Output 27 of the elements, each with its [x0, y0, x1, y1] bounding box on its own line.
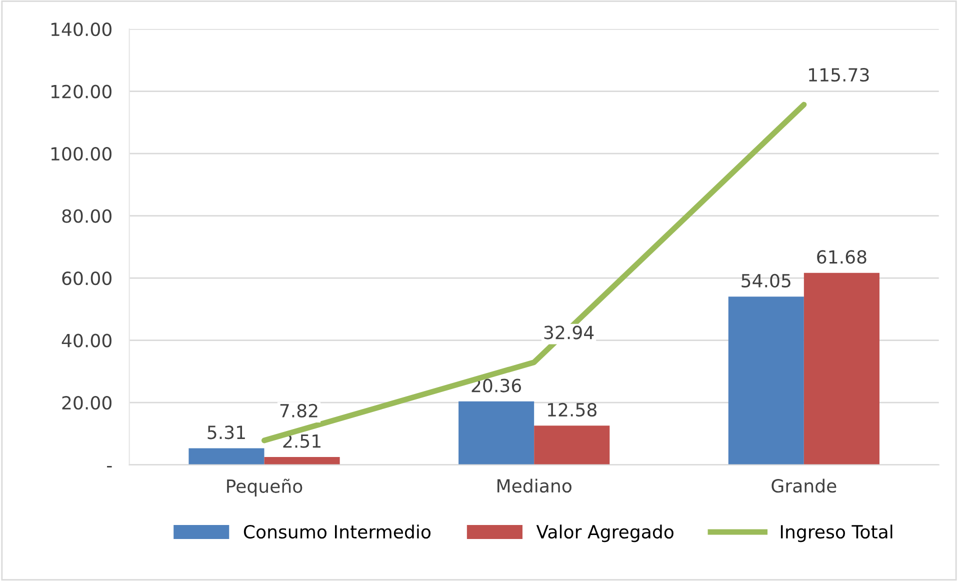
bar — [458, 401, 534, 465]
x-tick-label: Mediano — [497, 478, 572, 493]
bar — [804, 272, 880, 465]
data-label: 5.31 — [208, 426, 245, 440]
y-tick-label: - — [107, 466, 112, 468]
data-label: 54.05 — [742, 274, 790, 288]
data-label: 12.58 — [548, 402, 596, 417]
bar — [188, 448, 264, 465]
y-tick-label: 20.00 — [62, 396, 112, 410]
legend-label: Consumo Intermedio — [244, 524, 431, 539]
data-label: 32.94 — [544, 326, 594, 340]
legend-label: Ingreso Total — [780, 524, 892, 542]
y-tick-label: 100.00 — [51, 147, 112, 161]
bar — [264, 456, 340, 465]
bar — [728, 296, 804, 465]
y-tick-label: 60.00 — [62, 272, 112, 286]
data-label: 115.73 — [809, 68, 869, 82]
legend-label: Valor Agregado — [536, 524, 674, 542]
y-tick-label: 40.00 — [62, 334, 112, 348]
data-label: 61.68 — [817, 250, 866, 264]
y-tick-label: 140.00 — [51, 22, 112, 36]
y-tick-label: 80.00 — [62, 209, 112, 223]
bar — [534, 426, 610, 465]
y-tick-label: 120.00 — [51, 84, 112, 98]
x-tick-label: Pequeño — [227, 478, 302, 496]
x-tick-label: Grande — [772, 478, 836, 493]
data-label: 7.82 — [280, 404, 318, 418]
